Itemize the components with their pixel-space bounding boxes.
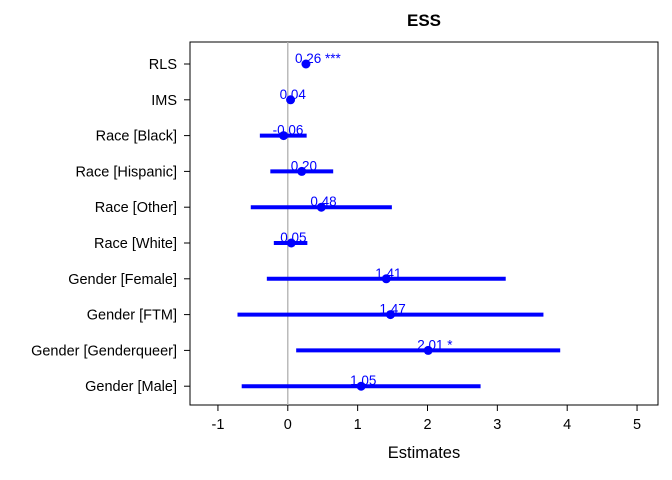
y-tick-label: Race [Black]	[96, 129, 177, 145]
term-row: 0.05	[273, 230, 308, 248]
term-row: 1.05	[241, 373, 481, 391]
estimate-label: 1.41	[375, 266, 401, 281]
estimate-point	[385, 310, 395, 320]
term-row: 0.48	[250, 194, 392, 212]
y-tick-label: Gender [Male]	[85, 379, 177, 395]
chart-title: ESS	[407, 11, 441, 30]
term-row: 0.20	[270, 158, 334, 176]
estimate-point	[286, 95, 296, 105]
y-tick-label: Gender [FTM]	[87, 308, 177, 324]
y-tick-label: Race [White]	[94, 236, 177, 252]
plot-frame	[189, 41, 659, 406]
estimate-label: 0.20	[291, 158, 317, 173]
x-tick-label: 0	[284, 417, 292, 433]
estimate-label: -0.06	[273, 123, 304, 138]
y-tick-label: Race [Other]	[95, 200, 177, 216]
x-tick-label: 1	[354, 417, 362, 433]
term-row: 1.47	[237, 302, 544, 320]
estimate-point	[316, 202, 326, 212]
estimate-label: 0.04	[280, 87, 307, 102]
x-tick-label: 4	[563, 417, 571, 433]
estimate-point	[279, 131, 289, 141]
estimate-label: 1.47	[379, 302, 405, 317]
estimate-point	[301, 59, 311, 69]
y-tick-label: Gender [Female]	[68, 272, 177, 288]
estimate-label: 0.48	[310, 194, 336, 209]
estimate-point	[286, 238, 296, 248]
term-row: 0.26 ***	[295, 51, 342, 69]
term-row: 0.04	[280, 87, 307, 105]
estimate-label: 1.05	[350, 373, 376, 388]
estimate-label: 0.26 ***	[295, 51, 342, 66]
estimate-point	[381, 274, 391, 284]
estimate-label: 0.05	[280, 230, 306, 245]
term-row: -0.06	[259, 123, 307, 141]
y-axis: RLS IMS Race [Black] Race [Hispanic] Race [O…	[31, 57, 190, 395]
term-row: 2.01 *	[296, 337, 561, 355]
estimate-point	[297, 166, 307, 176]
term-row: 1.41	[266, 266, 506, 284]
y-tick-label: Gender [Genderqueer]	[31, 343, 177, 359]
y-tick-label: Race [Hispanic]	[75, 164, 177, 180]
x-axis: -1 0 1 2 3 4 5	[211, 405, 641, 433]
y-tick-label: RLS	[149, 57, 177, 73]
estimate-point	[423, 345, 433, 355]
x-tick-label: 2	[423, 417, 431, 433]
estimate-point	[356, 381, 366, 391]
x-axis-label: Estimates	[388, 444, 460, 462]
estimate-marks: 0.26 *** 0.04 -0.06 0.20 0.48 0.05 1.41 1.47 2.0…	[237, 51, 561, 391]
estimate-label: 2.01 *	[417, 337, 453, 352]
x-tick-label: -1	[211, 417, 224, 433]
y-tick-label: IMS	[151, 93, 177, 109]
x-tick-label: 3	[493, 417, 501, 433]
x-tick-label: 5	[633, 417, 641, 433]
